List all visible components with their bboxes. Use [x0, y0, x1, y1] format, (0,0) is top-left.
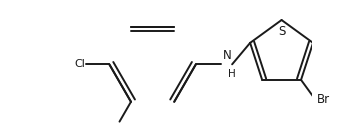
- Text: H: H: [228, 69, 236, 79]
- Text: Br: Br: [316, 93, 330, 106]
- Text: N: N: [223, 49, 232, 62]
- Text: Cl: Cl: [74, 59, 85, 69]
- Text: S: S: [278, 25, 285, 38]
